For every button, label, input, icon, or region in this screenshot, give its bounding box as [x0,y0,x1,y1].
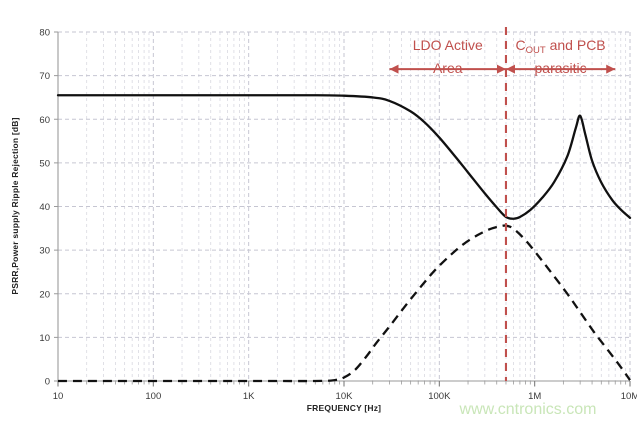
x-tick-label: 100 [145,391,161,402]
y-axis-ticks: 0 10 20 30 40 50 60 70 80 [39,28,58,388]
x-tick-label: 10K [336,391,354,402]
y-axis-title: PSRR,Power supply Ripple Rejection [dB] [10,117,20,294]
series-total-psrr [56,94,632,220]
y-tick-label: 10 [39,333,50,344]
x-tick-label: 100K [428,391,451,402]
site-watermark: www.cntronics.com [459,401,597,418]
x-axis-ticks: 10 100 1K 10K 100K 1M 10M [53,381,637,402]
x-axis-title: FREQUENCY [Hz] [307,403,381,413]
ldo-region-annotation: LDO Active Area [389,37,506,76]
series-cout-pcb-parasitic [58,224,631,383]
x-tick-label: 10M [621,391,637,402]
cout-region-arrow [505,64,616,74]
ldo-region-label-line1: LDO Active [413,37,483,53]
y-tick-label: 70 [39,71,50,82]
x-tick-label: 10 [53,391,64,402]
cout-region-annotation: COUT and PCB parasitic [505,37,616,76]
x-tick-label: 1M [528,391,541,402]
cout-region-label-line2: parasitic [535,60,587,76]
y-tick-label: 0 [45,377,50,388]
y-tick-label: 50 [39,158,50,169]
y-tick-label: 60 [39,115,50,126]
x-tick-label: 1K [243,391,255,402]
ldo-region-label-line2: Area [433,60,463,76]
y-tick-label: 30 [39,246,50,257]
ldo-region-arrow [389,64,506,74]
y-tick-label: 40 [39,202,50,213]
cout-region-label-line1: COUT and PCB [516,37,606,56]
y-tick-label: 20 [39,289,50,300]
major-x-gridlines [152,32,631,381]
y-tick-label: 80 [39,28,50,39]
